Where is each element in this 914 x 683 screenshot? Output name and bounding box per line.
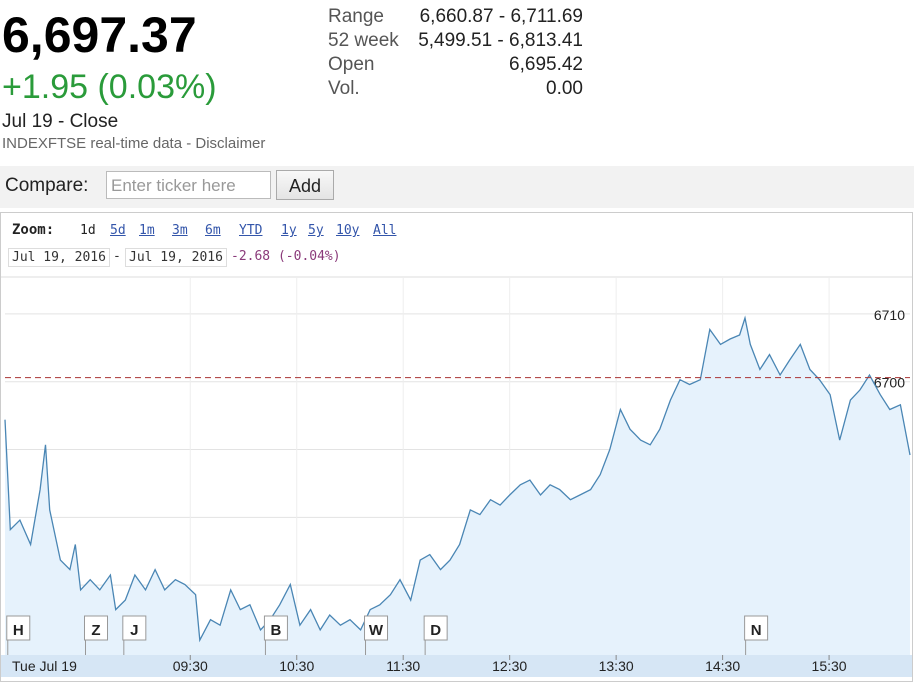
event-label: N bbox=[751, 622, 762, 639]
ticker-input[interactable]: Enter ticker here bbox=[106, 171, 271, 199]
date-from[interactable]: Jul 19, 2016 bbox=[8, 248, 110, 267]
date-sep: - bbox=[113, 249, 121, 264]
x-tick-label: 14:30 bbox=[705, 658, 740, 674]
event-label: D bbox=[430, 622, 441, 639]
y-tick-label: 6710 bbox=[874, 307, 905, 323]
price-line bbox=[4, 315, 911, 643]
chart-frame bbox=[0, 212, 913, 682]
close-label: Jul 19 - Close bbox=[2, 111, 119, 132]
x-tick-label: 13:30 bbox=[599, 658, 634, 674]
event-label: W bbox=[369, 622, 384, 639]
event-flag bbox=[744, 615, 769, 641]
stat-value: 0.00 bbox=[546, 78, 583, 99]
x-tick-label: 09:30 bbox=[173, 658, 208, 674]
source-text: INDEXFTSE real-time data - bbox=[2, 135, 196, 152]
stat-value: 5,499.51 - 6,813.41 bbox=[418, 30, 583, 51]
x-axis-strip bbox=[1, 655, 912, 677]
zoom-option[interactable]: 1d bbox=[80, 223, 96, 238]
disclaimer-link[interactable]: Disclaimer bbox=[195, 135, 266, 152]
zoom-option[interactable]: 10y bbox=[336, 223, 360, 238]
event-flag bbox=[364, 615, 389, 641]
x-tick-label: 12:30 bbox=[492, 658, 527, 674]
stat-label: Vol. bbox=[328, 78, 360, 99]
event-label: B bbox=[271, 622, 282, 639]
add-button[interactable]: Add bbox=[276, 170, 334, 200]
stat-label: Range bbox=[328, 6, 384, 27]
stat-value: 6,660.87 - 6,711.69 bbox=[419, 6, 583, 27]
event-label: H bbox=[13, 622, 24, 639]
stat-label: 52 week bbox=[328, 30, 399, 51]
event-flag bbox=[84, 615, 108, 641]
zoom-option[interactable]: 6m bbox=[205, 223, 221, 238]
event-label: Z bbox=[91, 622, 100, 639]
event-flag bbox=[263, 615, 288, 641]
stat-value: 6,695.42 bbox=[509, 54, 583, 75]
zoom-option[interactable]: 5d bbox=[110, 223, 126, 238]
x-tick-label: 15:30 bbox=[812, 658, 847, 674]
event-flag bbox=[122, 615, 147, 641]
range-change: -2.68 (-0.04%) bbox=[231, 249, 341, 264]
zoom-option[interactable]: 1m bbox=[139, 223, 155, 238]
price: 6,697.37 bbox=[2, 7, 197, 63]
zoom-option[interactable]: 3m bbox=[172, 223, 188, 238]
change: +1.95 (0.03%) bbox=[2, 68, 217, 106]
stat-label: Open bbox=[328, 54, 375, 75]
source: INDEXFTSE real-time data - Disclaimer bbox=[2, 135, 265, 152]
compare-label: Compare: bbox=[5, 175, 89, 196]
zoom-option[interactable]: YTD bbox=[239, 223, 263, 238]
area bbox=[5, 318, 910, 655]
x-tick-label: 11:30 bbox=[386, 658, 420, 674]
zoom-option[interactable]: 5y bbox=[308, 223, 324, 238]
zoom-option[interactable]: 1y bbox=[281, 223, 297, 238]
x-tick-label: 10:30 bbox=[279, 658, 314, 674]
zoom-label: Zoom: bbox=[12, 222, 55, 238]
event-flag bbox=[423, 615, 448, 641]
x-start-label: Tue Jul 19 bbox=[12, 658, 77, 674]
event-label: J bbox=[130, 622, 138, 639]
date-to[interactable]: Jul 19, 2016 bbox=[125, 248, 227, 267]
zoom-option[interactable]: All bbox=[373, 223, 397, 238]
event-flag bbox=[6, 615, 31, 641]
y-tick-label: 6700 bbox=[874, 375, 905, 391]
